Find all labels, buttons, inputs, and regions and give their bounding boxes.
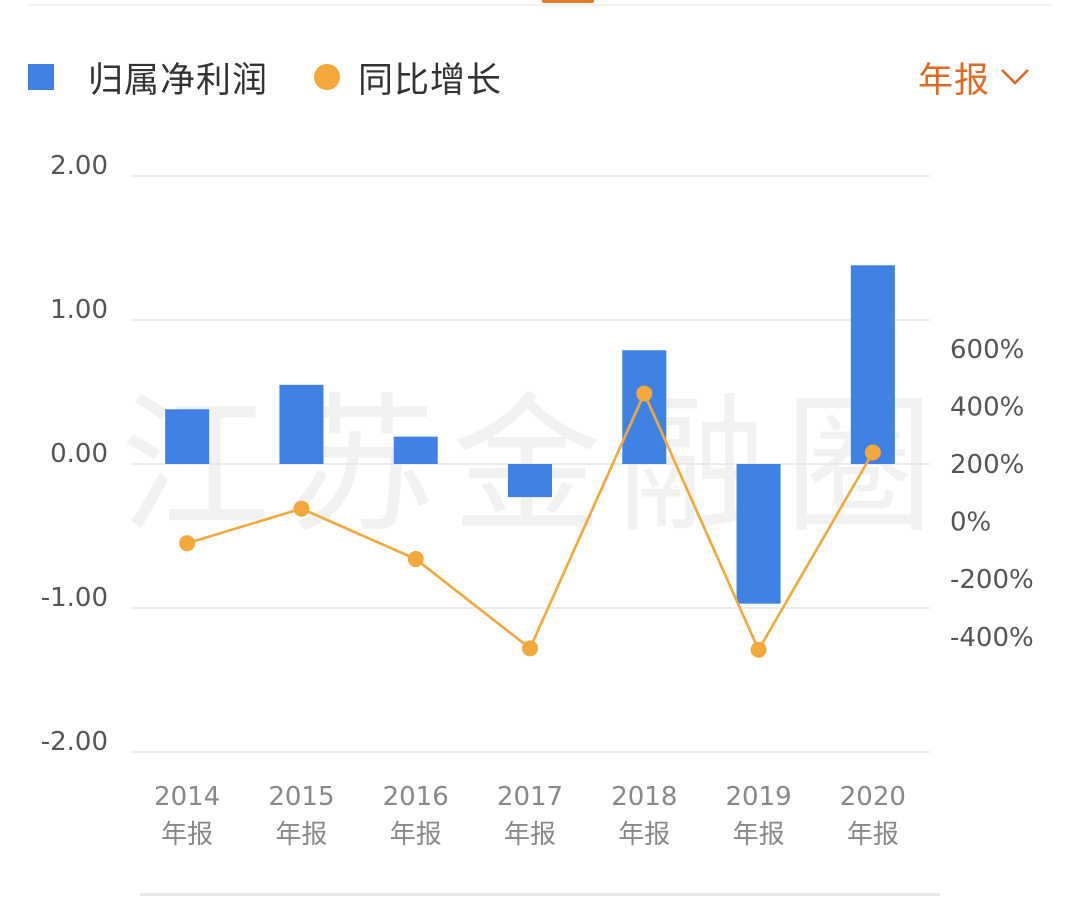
x-tick-label: 2019: [725, 782, 791, 812]
bar-2019: [736, 464, 781, 604]
y-right-tick-label: -400%: [950, 623, 1034, 653]
bar-swatch-icon: [28, 64, 54, 90]
x-tick-sublabel: 年报: [733, 820, 785, 850]
bottom-divider: [140, 893, 940, 896]
x-tick-label: 2016: [383, 782, 449, 812]
dot-swatch-icon: [314, 64, 341, 90]
bar-2015: [279, 384, 324, 464]
y-right-tick-label: 0%: [950, 508, 991, 538]
x-tick-label: 2020: [840, 782, 906, 812]
x-tick-sublabel: 年报: [390, 820, 442, 850]
legend-label-net-profit: 归属净利润: [88, 60, 269, 101]
period-dropdown-label: 年报: [917, 60, 990, 101]
bar-2017: [508, 464, 552, 498]
x-tick-sublabel: 年报: [847, 820, 899, 850]
legend-item-yoy-growth[interactable]: 同比增长: [314, 52, 502, 103]
x-tick-sublabel: 年报: [275, 820, 327, 850]
growth-point-2014: [179, 535, 196, 552]
chart-legend: 归属净利润 同比增长: [28, 52, 548, 102]
y-left-tick-label: 2.00: [50, 151, 108, 181]
growth-point-2017: [522, 640, 538, 657]
legend-label-yoy-growth: 同比增长: [358, 60, 503, 101]
x-tick-sublabel: 年报: [618, 820, 670, 850]
x-tick-label: 2018: [611, 782, 677, 812]
period-dropdown[interactable]: 年报: [918, 52, 1030, 102]
top-divider: [28, 4, 1052, 6]
y-right-tick-label: 200%: [950, 450, 1024, 480]
y-left-tick-label: 1.00: [50, 295, 108, 325]
y-left-tick-label: -2.00: [41, 727, 108, 757]
legend-item-net-profit[interactable]: 归属净利润: [28, 52, 268, 103]
x-tick-sublabel: 年报: [504, 820, 556, 850]
bar-2018: [622, 350, 667, 464]
growth-point-2019: [750, 641, 767, 658]
growth-point-2016: [407, 551, 424, 568]
x-tick-sublabel: 年报: [161, 820, 213, 850]
growth-point-2018: [636, 385, 653, 402]
x-tick-label: 2015: [268, 782, 334, 812]
x-tick-label: 2017: [497, 782, 563, 812]
bar-2020: [850, 265, 895, 464]
chevron-down-icon: [1001, 69, 1029, 85]
growth-point-2020: [864, 444, 881, 461]
active-tab-indicator: [542, 0, 594, 3]
x-tick-label: 2014: [154, 782, 220, 812]
y-left-tick-label: -1.00: [41, 583, 108, 613]
bar-2016: [393, 436, 438, 464]
y-right-tick-label: 600%: [950, 335, 1024, 365]
bar-2014: [165, 409, 210, 464]
growth-point-2015: [293, 500, 310, 517]
y-right-tick-label: -200%: [950, 565, 1034, 595]
y-left-tick-label: 0.00: [50, 439, 108, 469]
y-right-tick-label: 400%: [950, 392, 1024, 422]
